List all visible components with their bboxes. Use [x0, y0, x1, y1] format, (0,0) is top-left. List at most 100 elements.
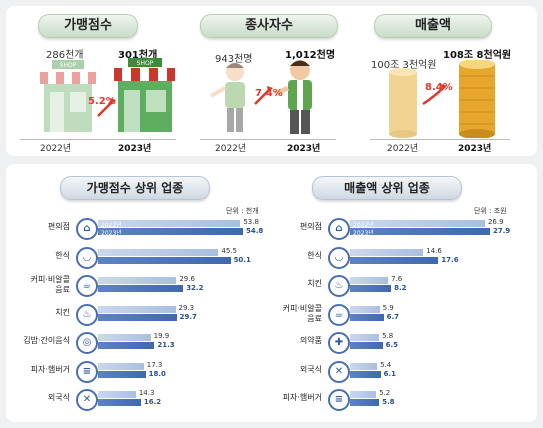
- value-label-2023: 27.9: [493, 227, 511, 235]
- sales-year-2022: 2022년: [387, 144, 419, 154]
- category-label: 편의점: [299, 222, 322, 231]
- right-unit-label: 단위 : 조원: [474, 207, 507, 215]
- bar-2023: [350, 228, 490, 235]
- bar-2022: [350, 362, 378, 370]
- sales-2022-value: 100조 3천억원: [371, 60, 437, 71]
- store-icon: ⌂: [328, 218, 350, 240]
- bar-2023: [98, 399, 141, 406]
- sales-growth: 8.4%: [425, 82, 453, 93]
- value-label-2022: 5.4: [380, 360, 392, 369]
- chicken-icon: ♨: [328, 275, 350, 297]
- workers-year-2022: 2022년: [215, 144, 247, 154]
- bar-2022: [350, 334, 380, 341]
- bar-2022: [350, 248, 424, 256]
- value-label-2023: 6.5: [385, 341, 399, 349]
- category-label: 의약품: [299, 336, 322, 345]
- bar-2023: [350, 285, 392, 292]
- burger-icon: ≡: [328, 389, 350, 411]
- value-label-2022: 14.6: [426, 246, 442, 255]
- category-label: 김밥·간이음식: [23, 336, 70, 345]
- bar-2022: [98, 334, 151, 341]
- category-label: 피자·햄버거: [282, 393, 322, 402]
- value-label-2022: 29.3: [178, 303, 195, 312]
- category-label: 외국식: [47, 393, 70, 402]
- value-label-2023: 6.7: [386, 312, 400, 321]
- value-label-2023: 18.0: [148, 369, 166, 378]
- left-chart-title: 가맹점수 상위 업종: [60, 176, 210, 200]
- bar-2022: [350, 220, 485, 227]
- value-label-2023: 16.2: [143, 398, 162, 406]
- value-label-2023: 29.7: [179, 312, 197, 321]
- value-label-2023: 5.8: [382, 398, 395, 406]
- bar-2022: [98, 248, 219, 256]
- right-chart-title: 매출액 상위 업종: [312, 176, 462, 200]
- gimbap-icon: ◎: [76, 332, 98, 354]
- category-label: 외국식: [299, 364, 322, 374]
- value-label-2022: 5.8: [382, 332, 394, 340]
- workers-title: 종사자수: [200, 14, 338, 38]
- worker-illustration: [210, 60, 312, 134]
- stores-year-2022: 2022년: [40, 144, 72, 154]
- bar-2023: [98, 342, 155, 349]
- bar-2023: [350, 342, 383, 349]
- value-label-2023: 6.1: [383, 369, 396, 378]
- workers-growth: 7.4%: [255, 88, 283, 99]
- value-label-2022: 5.9: [382, 303, 394, 312]
- sales-year-2023: 2023년: [458, 144, 492, 154]
- bar-2023: [98, 256, 231, 264]
- bar-year-label-2023: 2023년: [101, 230, 122, 237]
- sales-2023-value: 108조 8천억원: [443, 50, 512, 61]
- bar-2022: [350, 277, 389, 284]
- rice-bowl-icon: ◡: [76, 246, 98, 269]
- sales-baseline: [370, 139, 510, 140]
- category-label: 편의점: [47, 222, 70, 231]
- bar-year-label-2023: 2023년: [353, 230, 374, 237]
- value-label-2022: 53.8: [243, 218, 259, 226]
- coffee-icon: ☕: [328, 303, 350, 326]
- bar-2022: [98, 305, 176, 313]
- value-label-2022: 5.2: [379, 389, 391, 397]
- value-label-2023: 17.6: [441, 255, 459, 264]
- coin-stack-illustration: [389, 60, 495, 138]
- value-label-2023: 8.2: [394, 284, 407, 292]
- value-label-2022: 19.9: [153, 332, 170, 340]
- bar-year-label-2022: 2022년: [353, 222, 374, 229]
- value-label-2022: 45.5: [221, 246, 237, 255]
- chicken-icon: ♨: [76, 303, 98, 326]
- value-label-2022: 14.3: [138, 389, 155, 397]
- bar-2023: [350, 399, 380, 406]
- rice-bowl-icon: ◡: [328, 246, 350, 269]
- burger-icon: ≡: [76, 360, 98, 383]
- value-label-2023: 54.8: [246, 227, 264, 235]
- left-unit-label: 단위 : 천개: [226, 207, 259, 215]
- category-label: 피자·햄버거: [30, 364, 70, 374]
- value-label-2022: 29.6: [179, 275, 195, 283]
- stores-title: 가맹점수: [38, 14, 138, 38]
- workers-2022-value: 943천명: [215, 54, 253, 65]
- value-label-2023: 32.2: [186, 284, 204, 292]
- bar-2023: [98, 370, 146, 378]
- cutlery-icon: ✕: [328, 360, 350, 383]
- workers-baseline: [200, 139, 336, 140]
- bar-2022: [98, 277, 177, 284]
- value-label-2023: 21.3: [157, 341, 175, 349]
- stores-2023-value: 301천개: [118, 50, 158, 61]
- cutlery-icon: ✕: [76, 389, 98, 411]
- category-label: 커피·비알콜 음료: [30, 275, 70, 294]
- bar-2023: [350, 256, 439, 264]
- category-label: 커피·비알콜 음료: [282, 303, 322, 323]
- bar-2022: [98, 391, 136, 398]
- category-label: 한식: [55, 250, 70, 260]
- bar-2023: [98, 228, 243, 235]
- bar-2023: [98, 285, 184, 292]
- stores-2022-value: 286천개: [46, 50, 84, 61]
- value-label-2023: 50.1: [233, 255, 251, 264]
- medicine-icon: ✚: [328, 332, 350, 354]
- bar-year-label-2022: 2022년: [101, 222, 122, 229]
- category-label: 치킨: [307, 279, 322, 288]
- value-label-2022: 7.6: [391, 275, 403, 283]
- sales-title: 매출액: [374, 14, 492, 38]
- bar-2023: [98, 313, 177, 321]
- bar-2023: [350, 370, 381, 378]
- bar-2022: [98, 220, 241, 227]
